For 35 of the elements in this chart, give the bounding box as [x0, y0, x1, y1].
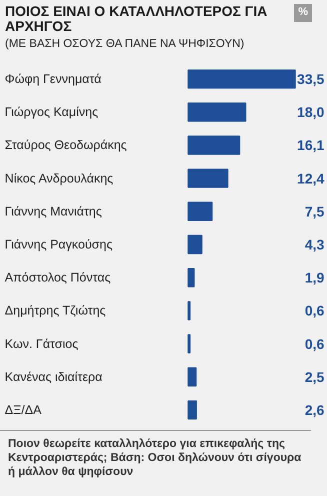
data-label: 33,5 — [297, 71, 324, 88]
chart-subtitle: (ΜΕ ΒΑΣΗ ΟΣΟΥΣ ΘΑ ΠΑΝΕ ΝΑ ΨΗΦΙΣΟΥΝ) — [5, 37, 246, 52]
y-tick-label: Κανένας ιδιαίτερα — [4, 370, 102, 384]
data-label: 18,0 — [297, 104, 324, 120]
bar — [188, 202, 213, 222]
bar — [188, 268, 195, 288]
y-tick-label: Απόστολος Πόντας — [4, 270, 111, 285]
bar — [188, 234, 202, 254]
y-tick-label: Σταύρος Θεοδωράκης — [4, 138, 127, 152]
bar — [188, 69, 296, 89]
y-tick-label: Κων. Γάτσιος — [4, 336, 78, 351]
y-tick-label: ΔΞ/ΔΑ — [4, 402, 42, 417]
y-tick-label: Νίκος Ανδρουλάκης — [4, 171, 114, 186]
data-label: 0,6 — [304, 336, 324, 352]
chart-title: ΠΟΙΟΣ ΕΙΝΑΙ Ο ΚΑΤΑΛΛΗΛΟΤΕΡΟΣ ΓΙΑ ΑΡΧΗΓΟΣ — [5, 3, 268, 34]
bar — [188, 136, 240, 155]
data-label: 2,6 — [304, 402, 324, 418]
bar — [188, 400, 197, 420]
bar — [188, 168, 228, 188]
y-tick-label: Γιάννης Ραγκούσης — [4, 238, 112, 252]
data-label: 1,9 — [304, 270, 324, 286]
bar — [188, 102, 246, 122]
y-tick-label: Γιώργος Καμίνης — [4, 105, 98, 120]
data-label: 4,3 — [304, 236, 324, 252]
y-tick-label: Γιάννης Μανιάτης — [4, 204, 102, 218]
text: % — [294, 4, 312, 22]
text: Ποιον θεωρείτε καταλληλότερο για επικεφαλής της Κεντροαριστεράς; Βάση: Οσοι δηλώνουν ότι σίγουρα ή μάλλον θα ψηφίσουν — [0, 430, 311, 485]
y-tick-label: Φώφη Γεννηματά — [4, 72, 102, 86]
data-label: 7,5 — [304, 203, 324, 220]
bar — [188, 367, 197, 386]
data-label: 2,5 — [304, 368, 324, 385]
y-tick-label: Δημήτρης Τζιώτης — [4, 304, 106, 318]
data-label: 16,1 — [297, 137, 324, 154]
data-label: 0,6 — [304, 302, 324, 319]
data-label: 12,4 — [297, 170, 324, 186]
